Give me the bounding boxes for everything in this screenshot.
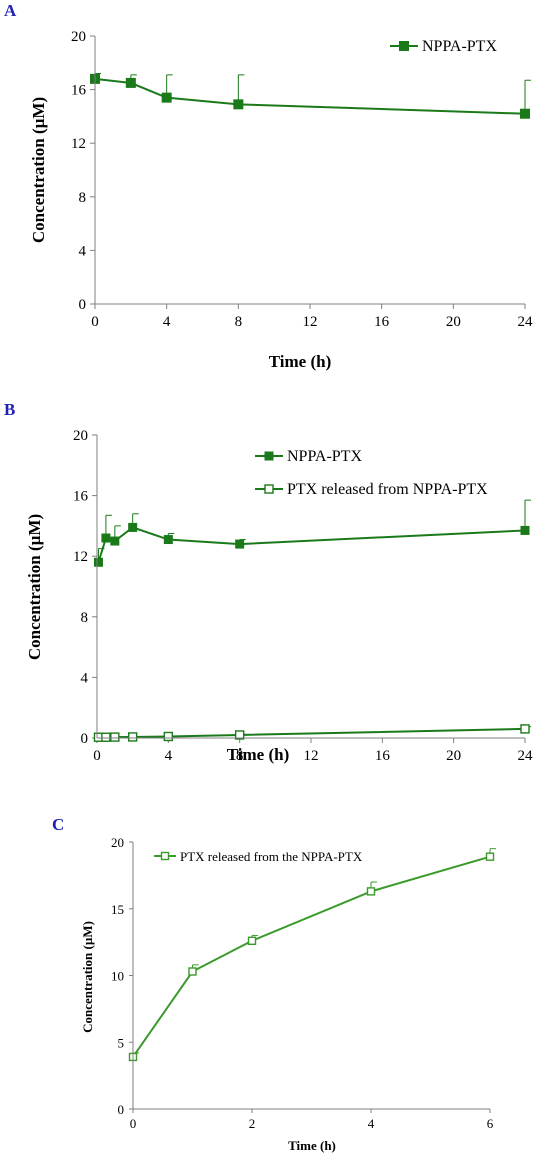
y-tick-label: 4: [81, 670, 89, 686]
y-ticks: 0 4 8 12 16 20: [71, 29, 95, 313]
legend-marker-ptx-released: [264, 484, 274, 494]
series-line: [98, 727, 526, 739]
y-tick-label: 5: [118, 1035, 125, 1050]
data-point: [93, 557, 103, 567]
legend-label-ptx-released: PTX released from the NPPA-PTX: [180, 849, 363, 864]
series-line: [132, 855, 491, 1058]
data-point: [127, 732, 138, 742]
x-tick-label: 24: [518, 748, 534, 764]
y-tick-label: 8: [81, 610, 89, 626]
x-tick-label: 12: [303, 314, 318, 330]
x-tick-label: 4: [163, 314, 171, 330]
x-tick-label: 8: [235, 314, 243, 330]
data-point: [128, 522, 138, 532]
y-tick-label: 15: [111, 902, 124, 917]
x-tick-label: 8: [236, 748, 244, 764]
chart-panel-a: A Concentration (µM) Time (h) 048121620 …: [4, 1, 533, 371]
data-point: [188, 967, 197, 976]
data-marks: [90, 73, 531, 119]
legend-label-nppa-ptx: NPPA-PTX: [422, 38, 497, 55]
x-tick-label: 16: [374, 314, 390, 330]
data-point: [234, 730, 245, 740]
x-tick-label: 20: [446, 314, 461, 330]
x-ticks: 0 4 8 12 16 20 24: [91, 304, 533, 330]
data-point: [520, 724, 530, 734]
data-point: [125, 77, 136, 88]
y-tick-label: 10: [111, 969, 124, 984]
legend: PTX released from the NPPA-PTX: [154, 849, 363, 864]
x-tick-label: 16: [375, 748, 391, 764]
y-ticks: 0 5 10 15 20: [111, 835, 133, 1117]
data-point: [110, 536, 120, 546]
x-tick-label: 4: [368, 1116, 375, 1131]
data-point: [235, 539, 245, 549]
data-marks: [93, 499, 531, 742]
x-tick-label: 12: [304, 748, 319, 764]
data-point: [163, 535, 173, 545]
x-tick-label: 6: [487, 1116, 494, 1131]
x-axis-title: Time (h): [288, 1138, 336, 1153]
data-point: [163, 731, 174, 742]
data-marks: [128, 848, 496, 1062]
x-axis-title: Time (h): [269, 352, 332, 371]
y-axis-title: Concentration (µM): [80, 921, 95, 1033]
x-ticks: 0 2 4 6: [130, 1109, 494, 1131]
data-point: [485, 852, 495, 861]
panel-label: A: [4, 1, 17, 20]
x-tick-label: 2: [249, 1116, 256, 1131]
x-tick-label: 24: [518, 314, 534, 330]
y-tick-label: 16: [71, 83, 87, 99]
data-point: [101, 533, 111, 543]
x-tick-label: 0: [93, 748, 101, 764]
legend-label-nppa-ptx: NPPA-PTX: [287, 448, 362, 465]
y-tick-label: 12: [71, 136, 86, 152]
series-line: [94, 77, 526, 115]
series-line: [97, 526, 526, 563]
y-axis-title: Concentration (µM): [29, 97, 48, 243]
legend-marker-nppa-ptx: [264, 451, 274, 461]
legend-label-ptx-released: PTX released from NPPA-PTX: [287, 481, 488, 498]
y-tick-label: 20: [111, 835, 124, 850]
legend-marker-ptx-released: [160, 851, 170, 861]
x-tick-label: 4: [165, 748, 173, 764]
y-tick-label: 16: [73, 489, 89, 505]
data-point: [247, 936, 257, 945]
x-tick-label: 0: [91, 314, 99, 330]
y-tick-label: 0: [118, 1102, 125, 1117]
y-axis-title: Concentration (µM): [25, 514, 44, 660]
chart-panel-b: B Concentration (µM) Time (h) 048121620 …: [4, 400, 533, 764]
panel-label: C: [52, 815, 64, 834]
y-tick-label: 12: [73, 549, 88, 565]
y-tick-label: 8: [79, 190, 87, 206]
data-point: [110, 732, 120, 742]
data-point: [101, 732, 111, 742]
data-point: [161, 92, 172, 103]
data-point: [366, 887, 376, 896]
y-tick-label: 20: [73, 428, 88, 444]
y-ticks: 0 4 8 12 16 20: [73, 428, 97, 747]
legend: NPPA-PTX PTX released from NPPA-PTX: [255, 448, 488, 498]
panel-label: B: [4, 400, 15, 419]
y-tick-label: 20: [71, 29, 86, 45]
y-tick-label: 0: [79, 297, 87, 313]
y-tick-label: 0: [81, 731, 89, 747]
legend: NPPA-PTX: [390, 38, 497, 55]
data-point: [520, 108, 530, 119]
data-point: [520, 525, 530, 535]
data-point: [233, 99, 244, 110]
y-tick-label: 4: [79, 243, 87, 259]
x-tick-label: 0: [130, 1116, 137, 1131]
x-tick-label: 20: [446, 748, 461, 764]
x-axis-title: Time (h): [227, 745, 290, 764]
legend-marker-nppa-ptx: [399, 41, 409, 51]
x-ticks: 0 4 8 12 16 20 24: [93, 738, 533, 764]
